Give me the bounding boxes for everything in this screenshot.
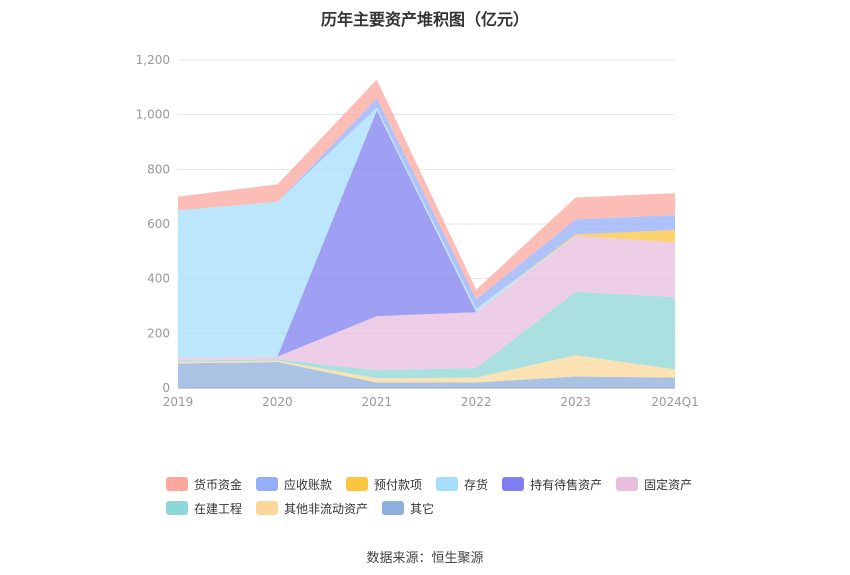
stacked-areas <box>178 79 675 388</box>
x-tick-label: 2021 <box>362 395 393 409</box>
x-tick-label: 2024Q1 <box>651 395 699 409</box>
legend-item[interactable]: 存货 <box>436 474 488 494</box>
chart-legend: 货币资金 应收账款 预付款项 存货 持有待售资产 固定资产 在建工程 其他非流动资产 其它 <box>166 474 726 522</box>
legend-row-2: 在建工程 其他非流动资产 其它 <box>166 498 726 518</box>
y-tick-label: 800 <box>147 162 170 176</box>
data-source-note: 数据来源：恒生聚源 <box>366 551 484 566</box>
area-series[interactable] <box>178 235 675 371</box>
legend-item[interactable]: 在建工程 <box>166 498 242 518</box>
legend-label: 其他非流动资产 <box>284 501 369 516</box>
legend-item[interactable]: 预付款项 <box>346 474 422 494</box>
legend-label: 预付款项 <box>374 477 423 492</box>
legend-item[interactable]: 货币资金 <box>166 474 242 494</box>
area-series[interactable] <box>178 79 675 300</box>
legend-swatch <box>166 477 188 491</box>
legend-label: 固定资产 <box>644 477 693 492</box>
legend-label: 应收账款 <box>284 477 333 492</box>
legend-item[interactable]: 固定资产 <box>616 474 692 494</box>
legend-swatch <box>436 477 459 491</box>
x-tick-label: 2023 <box>560 395 591 409</box>
legend-swatch <box>382 501 405 515</box>
x-tick-label: 2022 <box>461 395 492 409</box>
x-tick-label: 2019 <box>163 395 194 409</box>
y-tick-label: 0 <box>162 381 170 395</box>
area-series[interactable] <box>178 110 675 358</box>
x-tick-label: 2020 <box>262 395 293 409</box>
y-tick-label: 1,000 <box>136 108 170 122</box>
legend-label: 在建工程 <box>194 501 243 516</box>
legend-item[interactable]: 其他非流动资产 <box>256 498 368 518</box>
area-series[interactable] <box>178 355 675 383</box>
y-tick-label: 200 <box>147 326 170 340</box>
legend-swatch <box>346 477 369 491</box>
area-series[interactable] <box>178 98 675 309</box>
legend-swatch <box>502 477 525 491</box>
legend-row-1: 货币资金 应收账款 预付款项 存货 持有待售资产 固定资产 <box>166 474 726 494</box>
legend-label: 存货 <box>464 477 489 492</box>
y-tick-label: 600 <box>147 217 170 231</box>
legend-item[interactable]: 应收账款 <box>256 474 332 494</box>
y-tick-label: 1,200 <box>136 53 170 67</box>
y-tick-label: 400 <box>147 272 170 286</box>
legend-swatch <box>256 477 279 491</box>
axes: 0 200 400 600 800 1,000 1,200 2019 2020 2021 2022 2… <box>136 53 699 409</box>
legend-label: 其它 <box>410 501 435 516</box>
legend-label: 持有待售资产 <box>530 477 603 492</box>
legend-swatch <box>256 501 279 515</box>
area-series[interactable] <box>178 362 675 388</box>
legend-item[interactable]: 持有待售资产 <box>502 474 602 494</box>
area-series[interactable] <box>178 107 675 358</box>
legend-swatch <box>166 501 188 515</box>
area-series[interactable] <box>178 291 675 379</box>
chart-title: 历年主要资产堆积图（亿元） <box>320 10 529 29</box>
legend-label: 货币资金 <box>194 477 243 492</box>
legend-item[interactable]: 其它 <box>382 498 434 518</box>
legend-swatch <box>616 477 639 491</box>
